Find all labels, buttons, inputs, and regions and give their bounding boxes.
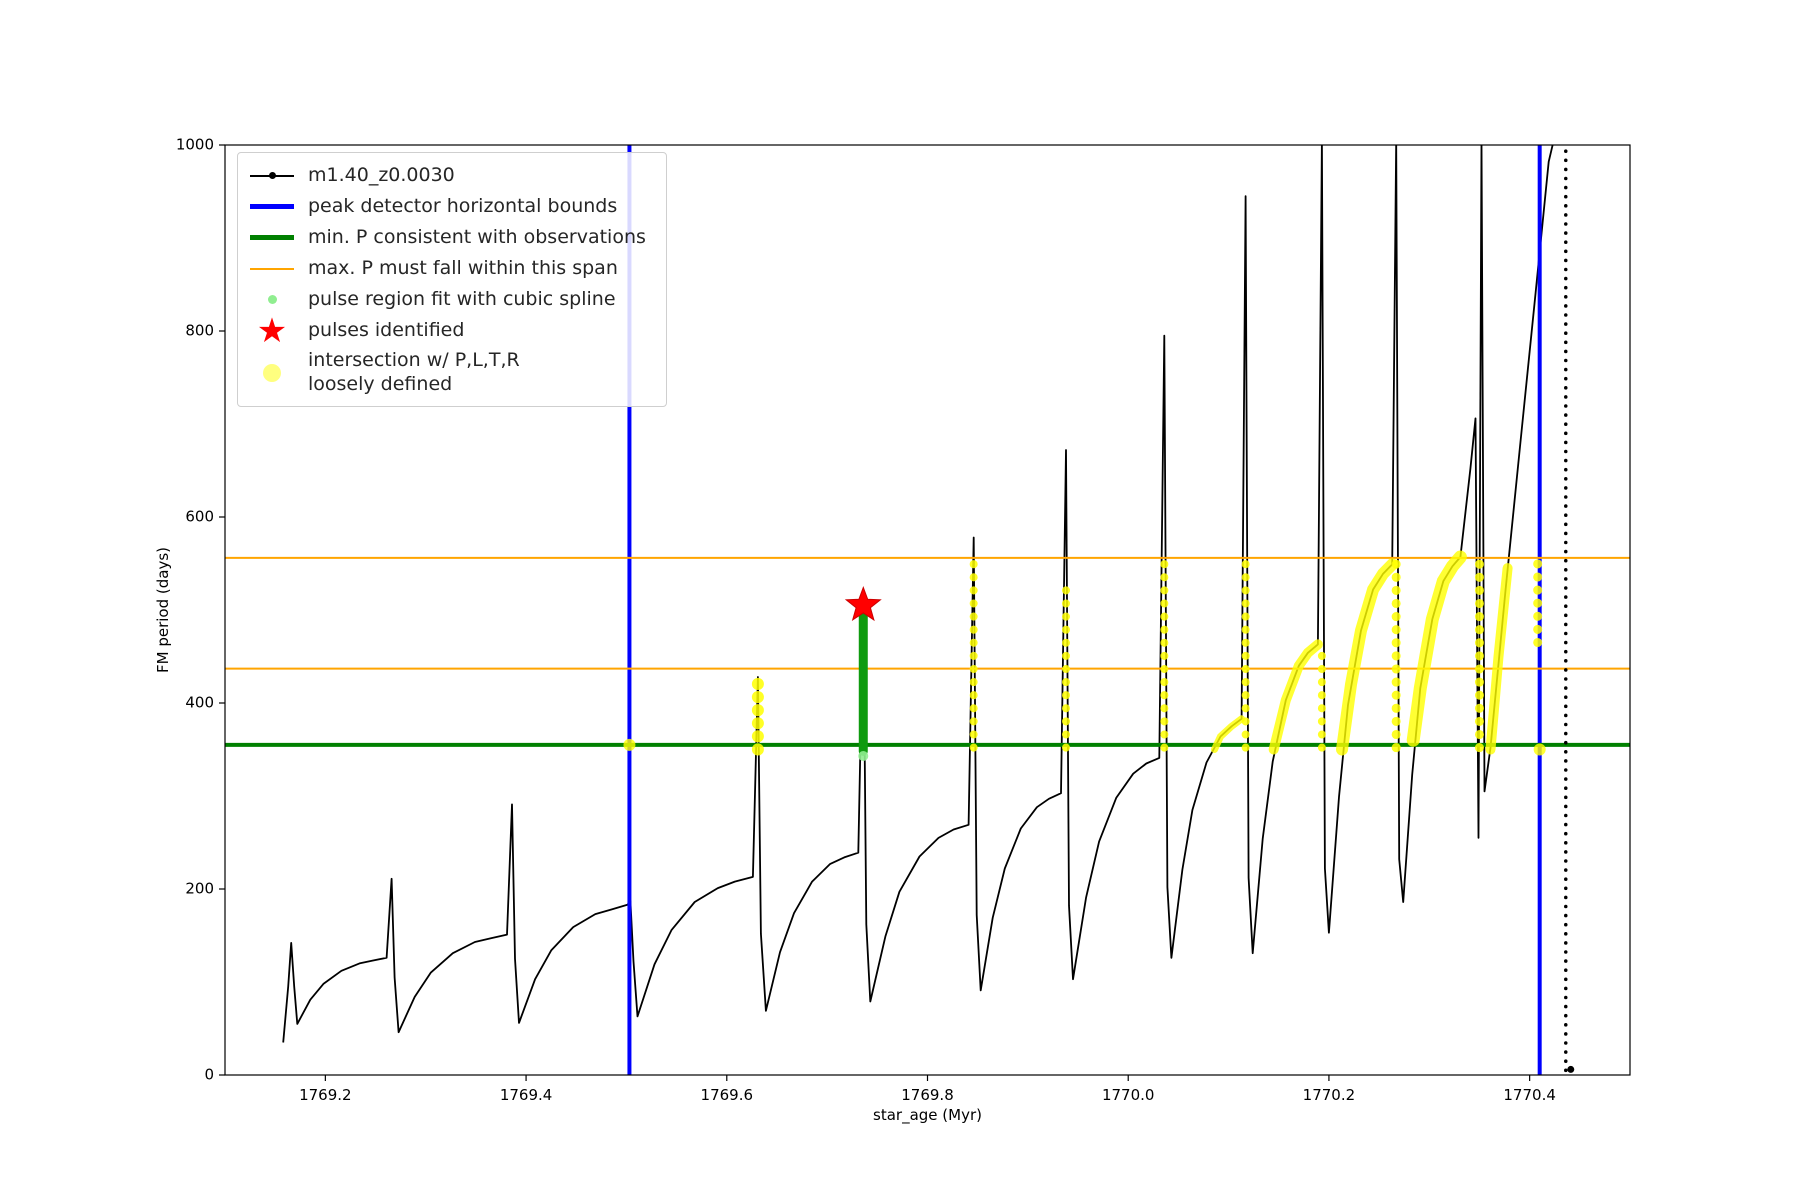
- green-line-icon: [248, 235, 296, 240]
- y-tick-label: 200: [185, 880, 214, 898]
- y-tick-label: 600: [185, 508, 214, 526]
- legend-label: m1.40_z0.0030: [308, 163, 455, 186]
- legend-label: peak detector horizontal bounds: [308, 194, 618, 217]
- black-line-dot-icon: [248, 172, 296, 179]
- legend-entry-pulse-region-fit: pulse region fit with cubic spline: [248, 286, 646, 313]
- legend-label: min. P consistent with observations: [308, 225, 646, 248]
- x-tick-label: 1769.6: [701, 1086, 754, 1104]
- x-tick-label: 1769.8: [901, 1086, 954, 1104]
- legend-entry-pulses-identified: ★ pulses identified: [248, 311, 646, 351]
- x-tick-label: 1769.4: [500, 1086, 553, 1104]
- legend-entry-max-period-span: max. P must fall within this span: [248, 255, 646, 282]
- intersection-dot: [1533, 743, 1546, 756]
- intersection-arc: [1336, 558, 1399, 756]
- pulse-region-dot: [858, 751, 869, 762]
- blue-line-icon: [248, 204, 296, 209]
- pulses-identified-star: [844, 585, 882, 622]
- red-star-icon: ★: [256, 311, 288, 351]
- x-tick-label: 1770.0: [1102, 1086, 1155, 1104]
- x-tick-label: 1770.2: [1303, 1086, 1356, 1104]
- y-tick-label: 0: [204, 1066, 214, 1084]
- legend-entry-min-period-line: min. P consistent with observations: [248, 224, 646, 251]
- yellow-dot-icon: [248, 363, 296, 382]
- light-green-dot-icon: [248, 295, 296, 304]
- legend-label: intersection w/ P,L,T,R loosely defined: [308, 349, 520, 395]
- legend-entry-series-line: m1.40_z0.0030: [248, 162, 646, 189]
- intersection-arc: [1485, 563, 1513, 755]
- y-tick-label: 800: [185, 322, 214, 340]
- x-axis-label: star_age (Myr): [873, 1106, 982, 1124]
- series-dot: [1567, 1065, 1575, 1073]
- intersection-arc: [1268, 639, 1323, 755]
- intersection-arc: [1211, 715, 1246, 753]
- legend-label: pulses identified: [308, 319, 465, 342]
- x-tick-label: 1769.2: [299, 1086, 352, 1104]
- y-tick-label: 1000: [176, 136, 214, 154]
- overlay-layer: [623, 145, 1575, 1073]
- legend-entry-intersection-region: intersection w/ P,L,T,R loosely defined: [248, 349, 646, 397]
- intersection-dot: [623, 738, 636, 751]
- legend-entry-peak-detector-bounds: peak detector horizontal bounds: [248, 193, 646, 220]
- legend-label: pulse region fit with cubic spline: [308, 287, 616, 310]
- x-tick-label: 1770.4: [1503, 1086, 1556, 1104]
- orange-line-icon: [248, 267, 296, 270]
- legend-label: max. P must fall within this span: [308, 256, 618, 279]
- intersection-arc: [1406, 550, 1467, 747]
- y-axis-label: FM period (days): [154, 547, 172, 673]
- y-tick-label: 400: [185, 694, 214, 712]
